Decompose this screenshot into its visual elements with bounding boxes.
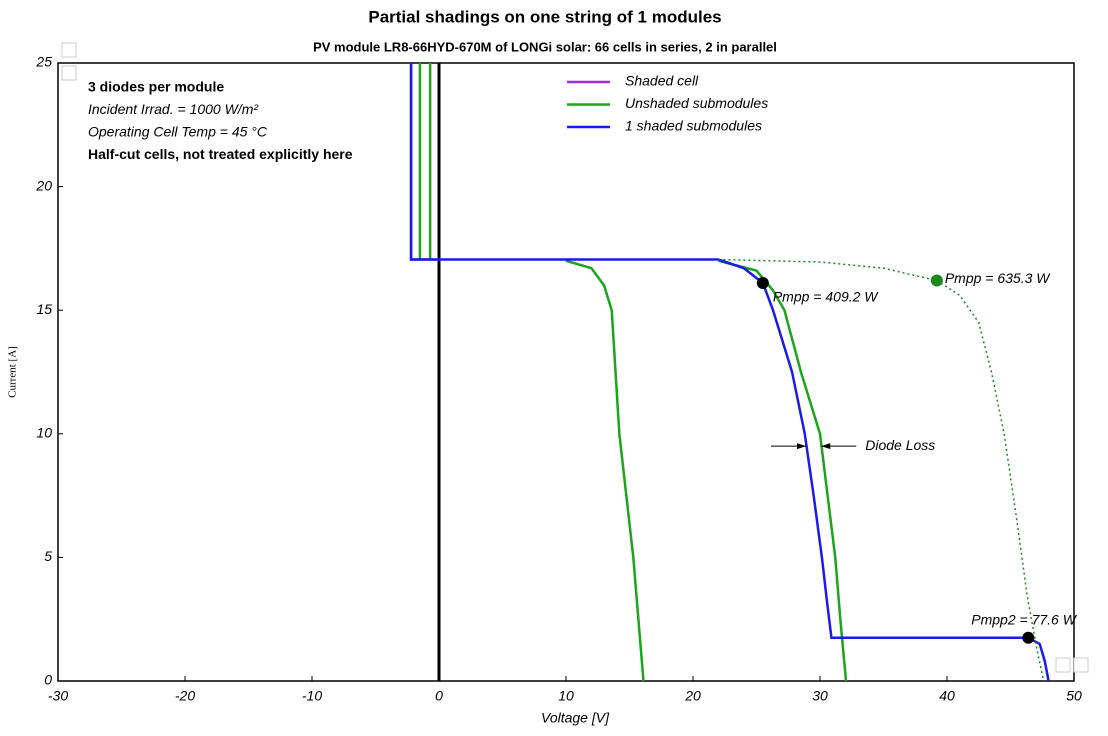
x-tick-label: 40 xyxy=(939,688,955,704)
scroll-right[interactable] xyxy=(1073,657,1089,673)
x-tick-label: -30 xyxy=(48,688,68,704)
x-axis-label: Voltage [V] xyxy=(541,710,610,726)
x-tick-label: 50 xyxy=(1066,688,1082,704)
x-tick-label: 10 xyxy=(558,688,574,704)
mpp-marker xyxy=(930,274,943,287)
annotation: Diode Loss xyxy=(865,437,935,453)
scroll-left[interactable] xyxy=(1055,657,1071,673)
dotted-curve xyxy=(718,258,1045,682)
scroll-down[interactable] xyxy=(61,65,77,81)
y-axis-label: Current [A] xyxy=(7,346,19,398)
y-tick-label: 0 xyxy=(44,672,52,688)
legend-label: Unshaded submodules xyxy=(625,95,768,111)
chart-subtitle: PV module LR8-66HYD-670M of LONGi solar:… xyxy=(313,39,777,54)
y-tick-label: 5 xyxy=(44,548,52,564)
x-tick-label: -10 xyxy=(302,688,322,704)
legend-label: Shaded cell xyxy=(625,73,699,89)
mpp-label: Pmpp2 = 77.6 W xyxy=(971,611,1077,627)
iv-curve xyxy=(418,63,848,682)
mpp-marker xyxy=(756,277,769,290)
y-tick-label: 15 xyxy=(36,301,52,317)
y-tick-label: 20 xyxy=(35,177,52,193)
scroll-controls xyxy=(61,42,1089,673)
info-text: Incident Irrad. = 1000 W/m² xyxy=(88,101,259,117)
mpp-label: Pmpp = 635.3 W xyxy=(945,270,1051,286)
arrow-head xyxy=(821,443,831,450)
x-tick-label: 0 xyxy=(435,688,443,704)
info-text: 3 diodes per module xyxy=(88,79,224,95)
iv-curve xyxy=(409,63,439,261)
mpp-marker xyxy=(1022,631,1035,644)
iv-curve xyxy=(409,63,1050,682)
x-tick-label: -20 xyxy=(175,688,195,704)
info-text: Operating Cell Temp = 45 °C xyxy=(88,124,268,140)
y-tick-label: 25 xyxy=(35,54,52,70)
chart-title: Partial shadings on one string of 1 modu… xyxy=(368,7,721,26)
scroll-up[interactable] xyxy=(61,42,77,58)
y-tick-label: 10 xyxy=(36,425,52,441)
arrow-head xyxy=(797,443,807,450)
legend-label: 1 shaded submodules xyxy=(625,118,762,134)
info-text: Half-cut cells, not treated explicitly h… xyxy=(88,146,353,162)
x-tick-label: 20 xyxy=(684,688,701,704)
mpp-label: Pmpp = 409.2 W xyxy=(773,289,879,305)
x-tick-label: 30 xyxy=(812,688,828,704)
